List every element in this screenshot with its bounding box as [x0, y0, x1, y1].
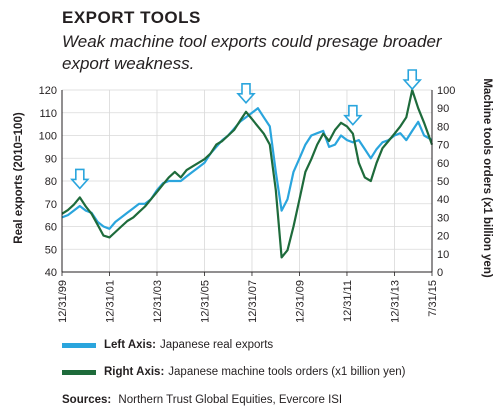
legend-prefix-right: Right Axis:	[104, 366, 165, 378]
y-tick-label-right: 100	[437, 85, 455, 97]
x-tick-label: 7/31/15	[427, 280, 439, 317]
y-tick-label-left: 90	[45, 153, 57, 165]
y-tick-label-left: 100	[39, 131, 57, 143]
legend-prefix-left: Left Axis:	[104, 339, 156, 351]
y-tick-label-left: 70	[45, 199, 57, 211]
series-lines	[61, 88, 434, 259]
y-axis-label-left: Real exports (2010=100)	[13, 112, 25, 244]
x-tick-label: 12/31/07	[247, 280, 259, 323]
legend-swatch-exports	[62, 342, 96, 348]
chart-subtitle: Weak machine tool exports could presage …	[62, 32, 442, 73]
x-tick-label: 12/31/11	[342, 280, 354, 322]
x-tick-label: 12/31/99	[57, 280, 69, 323]
y-tick-label-left: 60	[45, 222, 57, 234]
y-tick-label-right: 30	[437, 212, 449, 224]
sources-text: Northern Trust Global Equities, Evercore…	[118, 394, 343, 406]
legend-label-machine-tools: Japanese machine tools orders (x1 billio…	[168, 366, 406, 378]
y-tick-label-right: 70	[437, 140, 449, 152]
peak-arrow-icon	[402, 69, 423, 91]
peak-arrow-icon	[236, 82, 256, 105]
legend-item-exports: Left Axis: Japanese real exports	[62, 339, 273, 351]
sources-prefix: Sources:	[62, 394, 112, 406]
x-tick-label: 12/31/13	[389, 280, 401, 323]
y-tick-label-right: 20	[437, 231, 449, 243]
sources-note: Sources: Northern Trust Global Equities,…	[62, 394, 342, 406]
peak-arrow-icon	[343, 104, 363, 126]
y-tick-label-right: 0	[437, 267, 443, 279]
y-tick-label-right: 80	[437, 121, 449, 133]
peak-arrow-icon	[70, 168, 90, 190]
x-tick-label: 12/31/03	[152, 280, 164, 323]
legend-label-exports: Japanese real exports	[159, 339, 274, 351]
x-tick-label: 12/31/05	[200, 280, 212, 323]
axes: 40 50 60 70 80 90 100 110 120 0 10 20 30 40 50 60 70 80 90…	[39, 85, 456, 323]
chart-title: EXPORT TOOLS	[62, 8, 201, 27]
series-line-machine-tools	[61, 88, 434, 259]
y-tick-label-left: 80	[45, 176, 57, 188]
y-tick-label-right: 40	[437, 194, 449, 206]
y-tick-label-right: 10	[437, 249, 449, 261]
y-tick-label-right: 50	[437, 176, 449, 188]
legend-swatch-machine-tools	[62, 369, 96, 375]
x-tick-label: 12/31/09	[294, 280, 306, 323]
peak-markers	[70, 69, 423, 190]
y-axis-label-right: Machine tools orders (x1 billion yen)	[481, 78, 493, 278]
y-tick-label-left: 50	[45, 244, 57, 256]
x-tick-label: 12/31/01	[105, 280, 117, 323]
series-line-exports	[61, 107, 433, 230]
y-tick-label-left: 120	[39, 85, 57, 97]
y-tick-label-right: 60	[437, 158, 449, 170]
y-tick-label-left: 40	[45, 267, 57, 279]
y-tick-label-left: 110	[39, 108, 57, 120]
y-tick-label-right: 90	[437, 103, 449, 115]
legend-item-machine-tools: Right Axis: Japanese machine tools order…	[62, 366, 405, 378]
